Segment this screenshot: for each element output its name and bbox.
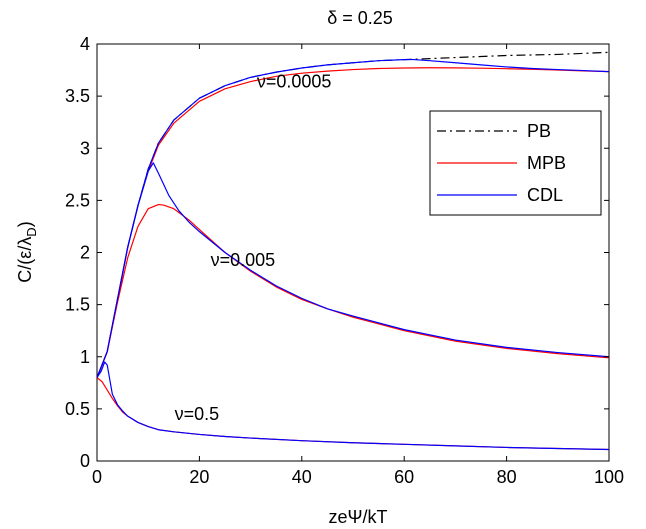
x-tick-label: 40	[292, 467, 312, 487]
y-tick-label: 0.5	[65, 399, 90, 419]
legend-label: PB	[527, 121, 551, 141]
curve-annotation: ν=0.5	[175, 404, 220, 424]
y-axis-label: C/(ε/λD)	[15, 221, 39, 282]
series-layer	[97, 51, 609, 451]
y-tick-label: 1	[80, 347, 90, 367]
x-tick-label: 80	[497, 467, 517, 487]
legend-label: MPB	[527, 153, 566, 173]
legend-label: CDL	[527, 185, 563, 205]
x-axis: 0 20 40 60 80 100	[92, 44, 624, 487]
x-tick-label: 60	[394, 467, 414, 487]
x-tick-label: 20	[189, 467, 209, 487]
x-axis-label: zeΨ/kT	[328, 507, 387, 527]
series-line-3	[97, 203, 609, 378]
y-axis-label-end: )	[15, 221, 35, 227]
legend: PB MPB CDL	[429, 110, 602, 216]
series-line-6	[97, 361, 609, 451]
y-tick-label: 1.5	[65, 295, 90, 315]
chart-title: δ = 0.25	[327, 8, 393, 28]
series-line-4	[97, 162, 609, 378]
x-tick-label: 100	[594, 467, 624, 487]
curve-annotations: ν=0.0005 ν=0.005 ν=0.5	[175, 72, 332, 425]
curve-annotation: ν=0.0005	[257, 72, 332, 92]
y-tick-label: 2.5	[65, 190, 90, 210]
y-axis: 0 0.5 1 1.5 2 2.5 3 3.5 4	[65, 34, 609, 471]
y-tick-label: 4	[80, 34, 90, 54]
plot-area	[96, 43, 610, 462]
x-tick-label: 0	[92, 467, 102, 487]
y-axis-label-main: C/(ε/λ	[15, 237, 35, 283]
y-tick-label: 3	[80, 138, 90, 158]
curve-annotation: ν=0.005	[211, 250, 276, 270]
y-tick-label: 3.5	[65, 86, 90, 106]
y-tick-label: 0	[80, 451, 90, 471]
y-tick-label: 2	[80, 243, 90, 263]
y-axis-label-subscript: D	[24, 227, 39, 236]
